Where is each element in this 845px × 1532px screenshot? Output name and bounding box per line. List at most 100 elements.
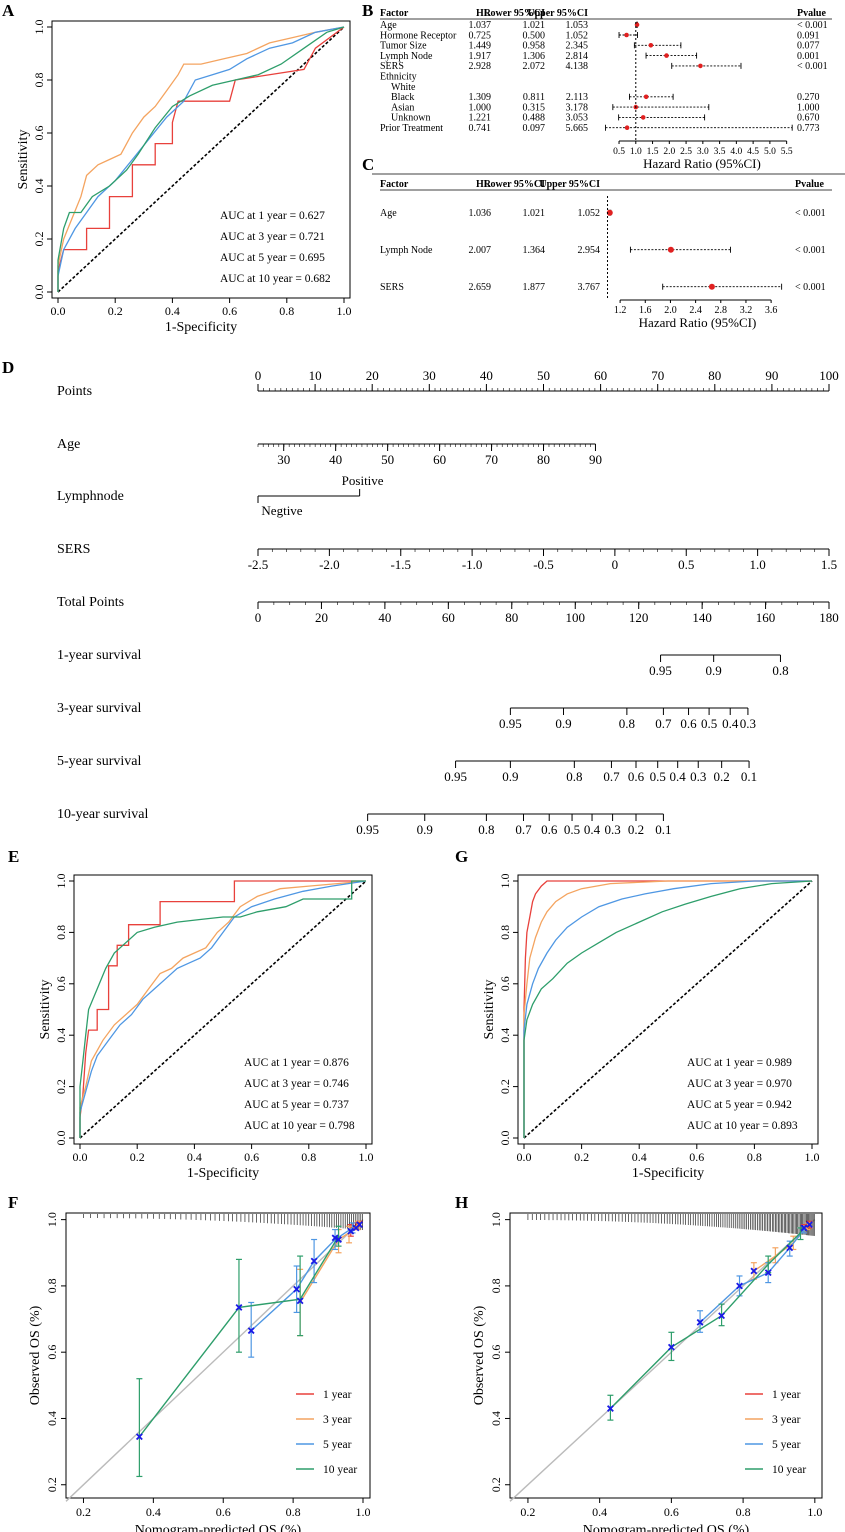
y-tick-label: 0.0 bbox=[54, 1131, 68, 1146]
forest-header: Factor bbox=[380, 8, 409, 19]
forest-factor: SERS bbox=[380, 282, 404, 293]
y-tick-label: 0.4 bbox=[45, 1411, 59, 1426]
x-tick-label: 0.4 bbox=[187, 1150, 202, 1164]
forest-header: Pvalue bbox=[797, 8, 826, 19]
nomogram-tick-label: 0.6 bbox=[541, 822, 558, 837]
y-axis-label: Observed OS (%) bbox=[28, 1305, 43, 1405]
forest-hr: 1.449 bbox=[469, 41, 492, 52]
x-tick-label: 0.2 bbox=[130, 1150, 145, 1164]
legend-entry: 10 year bbox=[772, 1464, 806, 1476]
panel-letter-e: E bbox=[8, 847, 19, 866]
x-tick-label: 0.6 bbox=[244, 1150, 259, 1164]
legend-entry: AUC at 1 year = 0.627 bbox=[220, 210, 325, 222]
x-tick-label: 0.6 bbox=[664, 1505, 679, 1519]
x-tick-label: 0.0 bbox=[517, 1150, 532, 1164]
calibration-marker bbox=[800, 1224, 808, 1232]
plot-frame bbox=[73, 874, 373, 1145]
forest-pvalue: 1.000 bbox=[797, 102, 820, 113]
forest-upper: 2.113 bbox=[566, 92, 588, 103]
forest-upper: 3.767 bbox=[578, 282, 601, 293]
nomogram-tick-label: 40 bbox=[480, 368, 493, 383]
nomogram-tick-label: 1.0 bbox=[750, 557, 766, 572]
panel-letter-d: D bbox=[2, 358, 14, 377]
panel-letter-g: G bbox=[455, 847, 468, 866]
y-tick-label: 0.2 bbox=[45, 1477, 59, 1492]
nomogram-tick-label: 30 bbox=[277, 452, 290, 467]
x-tick-label: 3.6 bbox=[765, 305, 778, 316]
x-tick-label: 0.8 bbox=[279, 304, 294, 318]
x-tick-label: 0.4 bbox=[632, 1150, 647, 1164]
forest-pvalue: < 0.001 bbox=[797, 20, 828, 31]
x-tick-label: 2.4 bbox=[689, 305, 702, 316]
roc-line-10-year bbox=[523, 880, 813, 1138]
legend-entry: 3 year bbox=[772, 1414, 801, 1426]
x-tick-label: 0.0 bbox=[51, 304, 66, 318]
forest-hr: 0.741 bbox=[469, 123, 492, 134]
x-tick-label: 5.5 bbox=[781, 147, 793, 157]
x-tick-label: 2.5 bbox=[680, 147, 692, 157]
panel-letter-f: F bbox=[8, 1193, 18, 1212]
y-tick-label: 0.2 bbox=[54, 1079, 68, 1094]
legend-entry: 5 year bbox=[772, 1439, 801, 1451]
forest-upper: 1.052 bbox=[566, 30, 589, 41]
forest-lower: 1.877 bbox=[523, 282, 546, 293]
calibration-marker bbox=[806, 1221, 813, 1229]
x-tick-label: 3.0 bbox=[697, 147, 709, 157]
hr-point bbox=[624, 125, 630, 130]
y-axis-label: Sensitivity bbox=[16, 130, 31, 190]
forest-upper: 2.954 bbox=[578, 245, 601, 256]
y-tick-label: 0.6 bbox=[498, 976, 512, 991]
legend-entry: 5 year bbox=[323, 1439, 352, 1451]
forest-lower: 0.811 bbox=[523, 92, 545, 103]
forest-lower: 1.364 bbox=[523, 245, 546, 256]
x-axis-label: Hazard Ratio (95%CI) bbox=[639, 315, 757, 330]
forest-hr: 1.036 bbox=[469, 208, 492, 219]
x-axis-label: 1-Specificity bbox=[632, 1166, 704, 1181]
forest-hr: 2.659 bbox=[469, 282, 492, 293]
nomogram-category: Negtive bbox=[261, 503, 302, 518]
y-tick-label: 0.4 bbox=[489, 1411, 503, 1426]
legend-entry: AUC at 10 year = 0.893 bbox=[687, 1120, 798, 1132]
calibration-marker bbox=[293, 1285, 301, 1293]
forest-lower: 1.021 bbox=[523, 208, 546, 219]
nomogram-tick-label: 0.9 bbox=[502, 769, 518, 784]
nomogram-tick-label: 90 bbox=[765, 368, 778, 383]
nomogram-row-label: 10-year survival bbox=[57, 807, 148, 822]
nomogram-tick-label: 0.4 bbox=[670, 769, 687, 784]
nomogram-tick-label: -0.5 bbox=[533, 557, 554, 572]
forest-header: Lower 95%CI bbox=[484, 8, 545, 19]
x-tick-label: 1.0 bbox=[807, 1505, 822, 1519]
nomogram-tick-label: 80 bbox=[537, 452, 550, 467]
x-tick-label: 0.6 bbox=[216, 1505, 231, 1519]
y-tick-label: 1.0 bbox=[32, 20, 46, 35]
forest-pvalue: 0.773 bbox=[797, 123, 820, 134]
nomogram-tick-label: 80 bbox=[708, 368, 721, 383]
nomogram-tick-label: 10 bbox=[309, 368, 322, 383]
calibration-chart-h: 0.2 0.4 0.6 0.8 1.0 0.2 0.4 0.6 0.8 1.0 Nomogram-p… bbox=[472, 1212, 823, 1532]
legend-entry: AUC at 5 year = 0.737 bbox=[244, 1099, 349, 1111]
nomogram-tick-label: 0.95 bbox=[649, 663, 672, 678]
x-tick-label: 1.0 bbox=[356, 1505, 371, 1519]
forest-pvalue: 0.001 bbox=[797, 51, 820, 62]
roc-chart-e: 0.0 0.2 0.4 0.6 0.8 1.0 0.0 0.2 0.4 0.6 0.8 1.0 1-Sp… bbox=[38, 874, 374, 1182]
y-tick-label: 0.8 bbox=[54, 925, 68, 940]
nomogram-tick-label: 40 bbox=[329, 452, 342, 467]
calibration-marker bbox=[606, 1405, 614, 1412]
nomogram-tick-label: -2.0 bbox=[319, 557, 340, 572]
x-tick-label: 0.2 bbox=[520, 1505, 535, 1519]
x-tick-label: 0.8 bbox=[747, 1150, 762, 1164]
x-tick-label: 5.0 bbox=[764, 147, 776, 157]
nomogram-tick-label: 90 bbox=[589, 452, 602, 467]
forest-upper: 2.814 bbox=[566, 51, 589, 62]
legend-entry: 1 year bbox=[772, 1389, 801, 1401]
roc-chart-g: 0.0 0.2 0.4 0.6 0.8 1.0 0.0 0.2 0.4 0.6 0.8 1.0 1-Sp… bbox=[482, 874, 820, 1182]
forest-pvalue: < 0.001 bbox=[797, 61, 828, 72]
forest-factor: Prior Treatment bbox=[380, 123, 443, 134]
nomogram-tick-label: 0.6 bbox=[680, 716, 697, 731]
nomogram-category: Positive bbox=[342, 473, 384, 488]
y-tick-label: 0.6 bbox=[32, 126, 46, 141]
nomogram-tick-label: 0.8 bbox=[566, 769, 582, 784]
forest-lower: 0.958 bbox=[523, 41, 546, 52]
forest-lower: 0.488 bbox=[523, 113, 546, 124]
forest-factor: Ethnicity bbox=[380, 72, 417, 83]
